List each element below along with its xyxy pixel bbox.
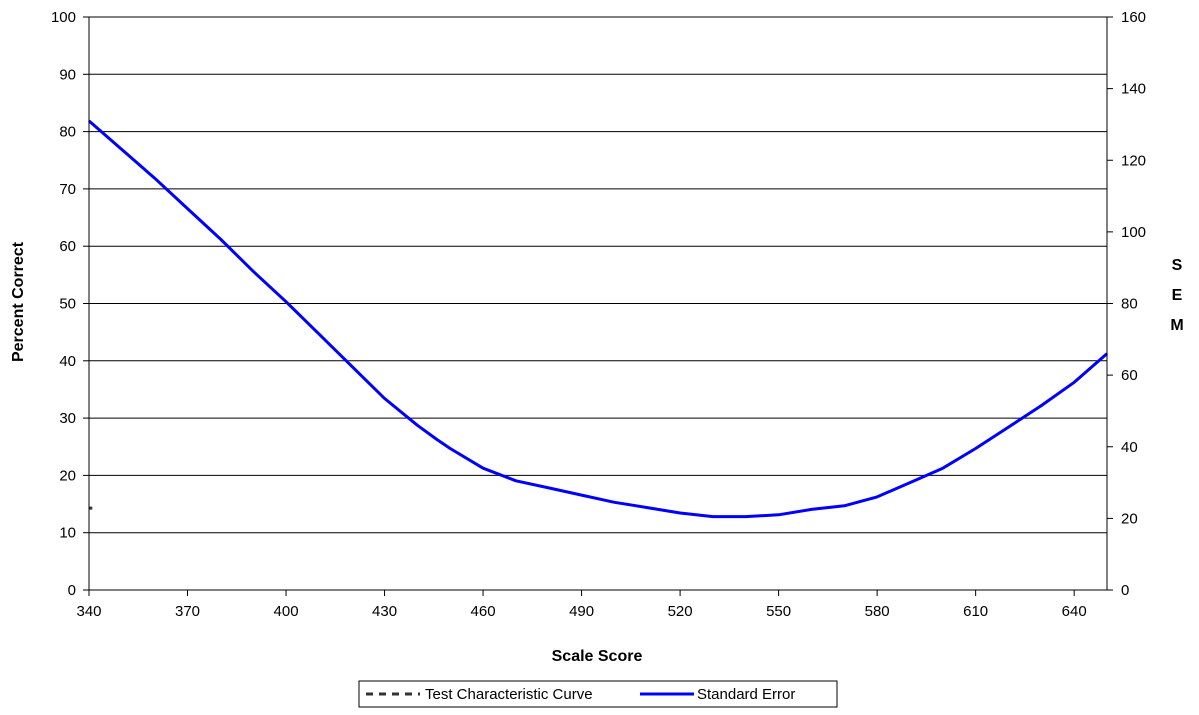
x-tick-label: 460 (471, 603, 496, 620)
gridlines (89, 16, 1107, 534)
y-tick-label: 80 (59, 124, 76, 141)
y2-axis-title: S E M (1170, 257, 1183, 334)
x-tick-label: 400 (274, 603, 299, 620)
tick-labels: 0 10 20 30 40 50 60 70 80 90 100 0 20 40 60 80 100 120 140… (51, 9, 1146, 620)
legend: Test Characteristic Curve Standard Error (358, 680, 838, 708)
y2-tick-label: 140 (1121, 81, 1146, 98)
y-tick-label: 60 (59, 238, 76, 255)
legend-label-tcc: Test Characteristic Curve (425, 686, 593, 703)
x-tick-label: 550 (766, 603, 791, 620)
y2-axis-title-letter: M (1170, 317, 1183, 334)
y2-tick-label: 40 (1121, 439, 1138, 456)
x-tick-label: 430 (372, 603, 397, 620)
axes (83, 16, 1113, 596)
y2-tick-label: 100 (1121, 224, 1146, 241)
legend-label-se: Standard Error (697, 686, 795, 703)
x-tick-label: 340 (76, 603, 101, 620)
y2-tick-label: 160 (1121, 9, 1146, 26)
y-axis-title: Percent Correct (10, 241, 27, 362)
y2-axis-title-letter: S (1172, 257, 1183, 274)
y-tick-label: 70 (59, 181, 76, 198)
y2-tick-label: 80 (1121, 296, 1138, 313)
x-tick-label: 580 (865, 603, 890, 620)
y-tick-label: 40 (59, 353, 76, 370)
y2-tick-label: 20 (1121, 510, 1138, 527)
y-tick-label: 50 (59, 296, 76, 313)
x-tick-label: 370 (175, 603, 200, 620)
x-tick-label: 490 (569, 603, 594, 620)
y2-tick-label: 120 (1121, 152, 1146, 169)
series-lines (88, 119, 1108, 519)
legend-box (358, 680, 838, 708)
x-tick-label: 640 (1062, 603, 1087, 620)
standard-error-line (88, 119, 1108, 519)
x-tick-label: 520 (668, 603, 693, 620)
y-tick-label: 20 (59, 467, 76, 484)
x-tick-label: 610 (963, 603, 988, 620)
x-axis-title: Scale Score (552, 648, 643, 665)
y-tick-label: 90 (59, 66, 76, 83)
y2-tick-label: 0 (1121, 582, 1129, 599)
y2-axis-title-letter: E (1172, 287, 1183, 304)
y2-tick-label: 60 (1121, 367, 1138, 384)
y-tick-label: 0 (68, 582, 76, 599)
y-tick-label: 30 (59, 410, 76, 427)
y-tick-label: 100 (51, 9, 76, 26)
y-tick-label: 10 (59, 525, 76, 542)
